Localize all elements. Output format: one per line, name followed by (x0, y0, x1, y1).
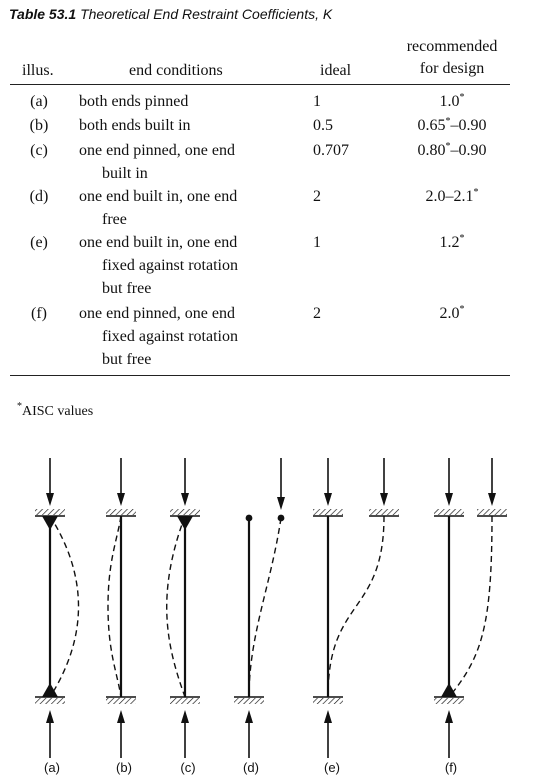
header-end-conditions: end conditions (129, 62, 223, 79)
buckled-shape-a (49, 515, 80, 698)
row-illus: (d) (29, 188, 49, 205)
row-ideal: 1 (313, 234, 321, 251)
table-title: Theoretical End Restraint Coefficients, … (80, 6, 333, 22)
row-ideal: 0.5 (313, 117, 333, 134)
row-recommended: 0.65*–0.90 (392, 115, 512, 137)
row-end-condition-line: one end built in, one end (79, 234, 238, 251)
row-end-condition-line: one end built in, one end (79, 188, 238, 205)
row-ideal: 2 (313, 305, 321, 322)
row-recommended: 1.2* (392, 232, 512, 254)
footnote: *AISC values (17, 401, 94, 420)
pin-f-bottom (441, 683, 457, 697)
row-illus: (a) (30, 93, 48, 110)
row-ideal: 1 (313, 93, 321, 110)
aisc-mark: * (459, 233, 465, 244)
support-f-displaced-hatch (477, 509, 507, 515)
row-recommended: 2.0* (392, 303, 512, 325)
support-f-bottom-hatch (434, 698, 464, 704)
header-recommended: recommended (406, 38, 498, 55)
load-arrow-f-top-head (445, 493, 453, 506)
load-arrow-d-bottom-head (245, 710, 253, 723)
recommended-value: 2.0–2.1 (425, 188, 474, 205)
bottom-rule (10, 375, 510, 376)
load-arrow-d-top-head (277, 497, 285, 510)
recommended-value: 0.65 (417, 117, 446, 134)
aisc-mark: * (459, 304, 465, 315)
row-illus: (b) (29, 117, 49, 134)
support-b-bottom-hatch (106, 698, 136, 704)
buckled-shape-d (248, 517, 282, 698)
support-c-top-hatch (170, 509, 200, 515)
pin-a-bottom (42, 683, 58, 697)
support-f-top-hatch (434, 509, 464, 515)
recommended-value: 1.2 (439, 234, 460, 251)
row-end-condition-line: fixed against rotation (102, 257, 238, 274)
table-caption: Table 53.1 Theoretical End Restraint Coe… (9, 6, 332, 22)
row-illus: (e) (30, 234, 48, 251)
recommended-range-end: –0.90 (450, 117, 487, 134)
load-arrow-e-bottom-head (324, 710, 332, 723)
row-recommended: 2.0–2.1* (392, 186, 512, 208)
row-ideal: 2 (313, 188, 321, 205)
table-number: Table 53.1 (9, 6, 77, 22)
header-illus: illus. (22, 62, 54, 79)
row-recommended: 0.80*–0.90 (392, 140, 512, 162)
figure-label-a: (a) (44, 760, 60, 775)
row-end-condition-line: free (102, 211, 127, 228)
load-arrow-b-top-head (117, 493, 125, 506)
recommended-value: 1.0 (439, 93, 460, 110)
load-arrow-c-bottom-head (181, 710, 189, 723)
row-end-condition-line: built in (102, 165, 148, 182)
buckled-shape-b (107, 515, 122, 698)
row-recommended: 1.0* (392, 91, 512, 113)
row-ideal: 0.707 (313, 142, 349, 159)
row-end-condition-line: but free (102, 280, 152, 297)
recommended-value: 2.0 (439, 305, 460, 322)
row-end-condition-line: both ends pinned (79, 93, 189, 110)
row-end-condition-line: but free (102, 351, 152, 368)
row-end-condition-line: fixed against rotation (102, 328, 238, 345)
support-e-displaced-hatch (369, 509, 399, 515)
footnote-text: AISC values (22, 404, 94, 419)
figure-label-c: (c) (180, 760, 195, 775)
aisc-mark: * (445, 116, 451, 127)
support-e-bottom-hatch (313, 698, 343, 704)
recommended-value: 0.80 (417, 142, 446, 159)
header-for-design: for design (419, 60, 485, 77)
aisc-mark: * (459, 92, 465, 103)
header-rule (10, 84, 510, 85)
load-arrow-a-bottom-head (46, 710, 54, 723)
load-arrow-c-top-head (181, 493, 189, 506)
row-end-condition-line: one end pinned, one end (79, 305, 235, 322)
figure-label-b: (b) (116, 760, 132, 775)
buckled-shape-c (166, 515, 186, 698)
support-b-top-hatch (106, 509, 136, 515)
header-ideal: ideal (320, 62, 352, 79)
load-arrow-b-bottom-head (117, 710, 125, 723)
row-end-condition-line: both ends built in (79, 117, 191, 134)
support-c-bottom-hatch (170, 698, 200, 704)
figure-label-e: (e) (324, 760, 340, 775)
row-illus: (f) (31, 305, 47, 322)
load-arrow-e-top-head (324, 493, 332, 506)
row-end-condition-line: one end pinned, one end (79, 142, 235, 159)
load-arrow-a-top-head (46, 493, 54, 506)
row-illus: (c) (30, 142, 48, 159)
load-arrow-e-displaced-head (380, 493, 388, 506)
recommended-range-end: –0.90 (450, 142, 487, 159)
footnote-mark: * (17, 401, 22, 412)
aisc-mark: * (473, 187, 479, 198)
buckled-shape-e (327, 515, 385, 698)
support-d-bottom-hatch (234, 698, 264, 704)
support-a-top-hatch (35, 509, 65, 515)
load-arrow-f-displaced-head (488, 493, 496, 506)
figure-label-d: (d) (243, 760, 259, 775)
aisc-mark: * (445, 141, 451, 152)
support-a-bottom-hatch (35, 698, 65, 704)
figure-label-f: (f) (445, 760, 457, 775)
buckled-shape-f (448, 515, 493, 698)
column-end-conditions-figure: (a) (b) (c) (d) (e) (f) (35, 458, 507, 775)
support-e-top-hatch (313, 509, 343, 515)
load-arrow-f-bottom-head (445, 710, 453, 723)
